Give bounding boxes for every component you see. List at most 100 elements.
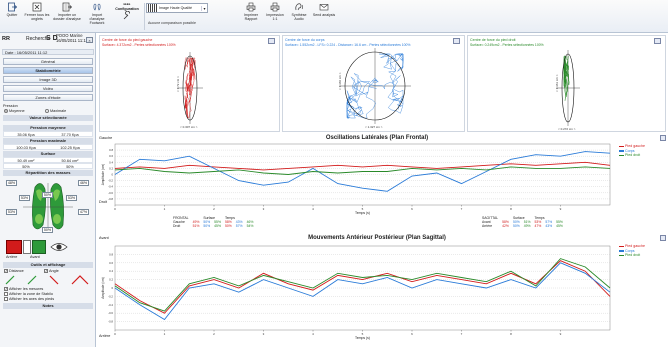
x-tick-label: 0 bbox=[114, 332, 116, 336]
pin-icon[interactable] bbox=[453, 38, 460, 44]
show-axes-checkbox bbox=[4, 297, 8, 301]
x-tick-label: 8 bbox=[510, 332, 512, 336]
y-tick-label: 0.2 bbox=[109, 166, 113, 170]
cop-x-label: < 1.327 cm > bbox=[365, 125, 383, 129]
lateral-top-side: Gauche bbox=[99, 136, 113, 140]
envelope-icon bbox=[319, 2, 329, 12]
x-axis-label: Temps (s) bbox=[355, 211, 370, 215]
close-tabs-button[interactable]: Fermer tous les onglets bbox=[24, 2, 50, 30]
nav-image-3d[interactable]: Image 3D bbox=[3, 76, 93, 83]
quality-group: Image Haute Qualité ▾ Aucune comparaison… bbox=[146, 3, 264, 30]
legend-label: Pied droit bbox=[625, 253, 641, 258]
radio-max[interactable]: Maximale bbox=[45, 109, 66, 113]
y-tick-label: -0.8 bbox=[108, 197, 113, 201]
import-folder-button[interactable]: Importer un dossier d'analyse bbox=[52, 2, 82, 30]
pct-mid-left: 53% bbox=[19, 195, 30, 201]
series-line bbox=[114, 166, 611, 175]
print-report-button[interactable]: Imprimer Rapport bbox=[240, 2, 262, 30]
y-tick-label: 0.6 bbox=[109, 154, 113, 158]
cop-body-canvas: < 1.366 cm > < 1.327 cm > bbox=[338, 48, 411, 129]
lateral-chart-canvas: 0.8 0.6 0.4 0.2 0 -0.2 -0.4 -0.6 -0.8 0 1 2 3 4 5 6 7 8 9 T… bbox=[101, 143, 611, 215]
sd-mark: S D bbox=[46, 35, 58, 42]
footwork-import-button[interactable]: Import d'analyse Footwork bbox=[84, 2, 110, 30]
notes-header[interactable]: Notes bbox=[3, 303, 93, 309]
search-button[interactable]: Recherche bbox=[26, 36, 51, 42]
stat-cell: 45% bbox=[214, 224, 221, 228]
patient-close-button[interactable]: × bbox=[86, 37, 93, 43]
stat-cell: 43% bbox=[545, 224, 553, 228]
y-tick-label: 0 bbox=[111, 173, 113, 177]
cop-y-label: < 1.366 cm > bbox=[338, 72, 342, 90]
patient-date: 16/05/2011 11:12 bbox=[56, 38, 88, 43]
nav-zones[interactable]: Zones d'étude bbox=[3, 94, 93, 101]
x-tick-label: 8 bbox=[510, 207, 512, 211]
lateral-title: Oscillations Latérales (Plan Frontal) bbox=[325, 135, 429, 141]
stat-cell: 42% bbox=[502, 224, 509, 228]
y-axis-label: Amplitude (cm) bbox=[101, 277, 105, 298]
x-tick-label: 1 bbox=[164, 332, 166, 336]
eye-icon[interactable] bbox=[50, 242, 68, 252]
sagittal-col-temps: Temps bbox=[534, 216, 545, 220]
y-tick-label: 0.2 bbox=[109, 278, 113, 282]
surface-pct-right: 50% bbox=[66, 165, 74, 169]
tools-header: Outils et affichage bbox=[3, 262, 93, 268]
legend-swatch bbox=[619, 145, 624, 147]
stat-cell: 57% bbox=[545, 220, 553, 224]
show-cop-toggle[interactable]: Afficher la zone de Stabilo bbox=[4, 292, 94, 296]
mass-distribution-diagram: 48% 46% 53% 53% 53% 47% 50% 50% bbox=[3, 177, 93, 239]
cop-y-label: < 1.361 cm > bbox=[555, 74, 559, 92]
stat-cell: 51% bbox=[523, 220, 531, 224]
quit-label: Quitter bbox=[6, 13, 18, 17]
surface-pct-left: 50% bbox=[22, 165, 30, 169]
stat-cell: 58% bbox=[502, 220, 509, 224]
sagittal-pin-icon[interactable] bbox=[660, 235, 666, 241]
configuration-label: Configuration bbox=[115, 7, 139, 11]
pressure-radio-label: Pression bbox=[3, 104, 18, 108]
nav-stabilometrie[interactable]: Stabilométrie bbox=[3, 67, 93, 74]
x-tick-label: 3 bbox=[263, 332, 265, 336]
print-actual-button[interactable]: Impression 1:1 bbox=[264, 2, 286, 30]
stat-cell: 43% bbox=[235, 220, 243, 224]
show-measures-toggle[interactable]: ✓ Afficher les mesures bbox=[4, 287, 94, 291]
nav-general[interactable]: Général bbox=[3, 58, 93, 65]
max-right: 102.25 Kpa bbox=[60, 146, 80, 150]
nav-video[interactable]: Vidéo bbox=[3, 85, 93, 92]
stat-cell: 58% bbox=[224, 220, 232, 224]
radio-mean[interactable]: Moyenne bbox=[4, 109, 25, 113]
lateral-pin-icon[interactable] bbox=[660, 135, 666, 141]
send-analysis-button[interactable]: Send analysis bbox=[312, 2, 336, 30]
exit-icon bbox=[7, 2, 18, 12]
sagittal-row-name: Avant bbox=[482, 220, 491, 224]
pct-center-bottom: 50% bbox=[42, 227, 53, 233]
configuration-button[interactable]: ▸▸▸▸ Configuration bbox=[112, 2, 142, 30]
app-logo: RR bbox=[2, 36, 10, 42]
angle-checkbox: ✓ bbox=[44, 269, 48, 273]
legend-label: Pied droit bbox=[625, 153, 641, 158]
series-line bbox=[114, 260, 611, 314]
sagittal-title: Mouvements Antérieur Postérieur (Plan Sa… bbox=[308, 235, 446, 241]
angle-toggle[interactable]: ✓ Angle bbox=[44, 269, 84, 273]
quit-button[interactable]: Quitter bbox=[2, 2, 22, 30]
legend-item: Corps bbox=[619, 149, 645, 154]
pin-icon[interactable] bbox=[654, 38, 661, 44]
stat-cell: 50% bbox=[203, 224, 211, 228]
y-tick-label: -0.4 bbox=[108, 303, 113, 307]
distance-toggle[interactable]: ✓ Distance bbox=[4, 269, 94, 273]
x-tick-label: 7 bbox=[461, 207, 463, 211]
x-tick-label: 7 bbox=[461, 332, 463, 336]
pin-icon[interactable] bbox=[268, 38, 275, 44]
legend-swatch bbox=[619, 250, 624, 252]
y-tick-label: 0.6 bbox=[109, 261, 113, 265]
cop-left-title: Centre de force du pied gauche bbox=[102, 38, 153, 42]
cop-left-canvas: < 1.72 cm > < 0.307 cm > bbox=[176, 52, 203, 129]
mean-pressure-header: Pression moyenne bbox=[3, 125, 93, 131]
stat-cell: 55% bbox=[556, 220, 563, 224]
show-axes-toggle[interactable]: Afficher les axes des pieds bbox=[4, 297, 94, 301]
audio-synthesis-icon bbox=[294, 2, 304, 12]
quality-dropdown[interactable]: Image Haute Qualité ▾ bbox=[146, 3, 208, 13]
angle-label: Angle bbox=[49, 269, 59, 273]
audio-synthesis-button[interactable]: Synthèse Audio bbox=[288, 2, 310, 30]
ribbon-toolbar: Quitter Fermer tous les onglets Importer… bbox=[0, 0, 668, 33]
radio-max-label: Maximale bbox=[50, 109, 67, 113]
